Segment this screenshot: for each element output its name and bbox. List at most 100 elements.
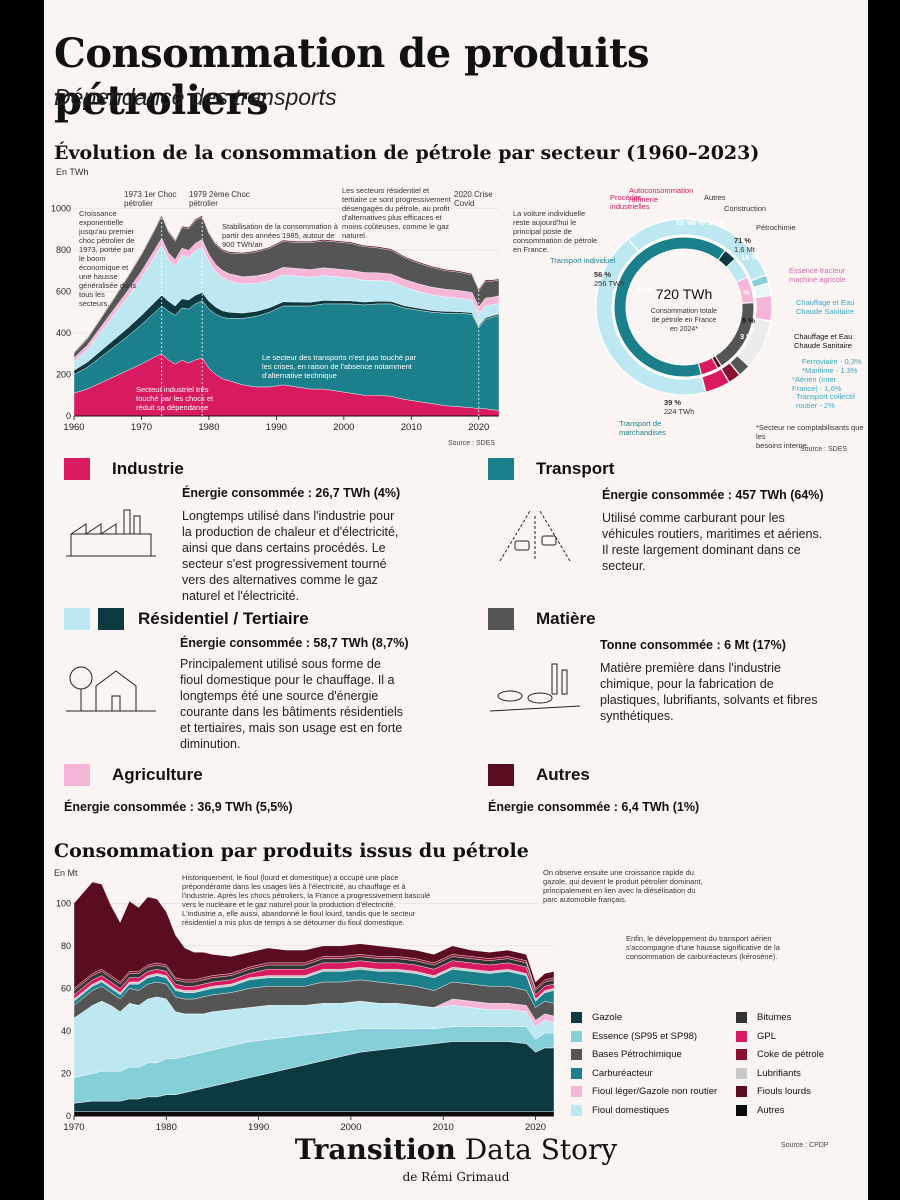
donut-inner-pct: 14 % — [741, 253, 759, 262]
donut-label-pct: 39 % 224 TWh — [664, 398, 695, 416]
donut-inner-pct: 6 % — [737, 288, 750, 297]
sector-header-residentiel: Résidentiel / Tertiaire — [64, 608, 309, 630]
legend-label: Essence (SP95 et SP98) — [592, 1030, 698, 1042]
sector-swatch — [488, 608, 514, 630]
sector-header-matiere: Matière — [488, 608, 596, 630]
legend-label: Carburéacteur — [592, 1067, 653, 1079]
donut-label: Construction — [724, 204, 767, 213]
donut-inner-pct: 3 % — [740, 332, 753, 341]
donut-label: Chauffage et Eau Chaude Sanitaire — [796, 298, 855, 316]
donut-slice-industrie — [697, 357, 719, 376]
legend-item: Fiouls lourds — [736, 1086, 811, 1097]
legend-swatch — [736, 1067, 747, 1079]
chart1-xtick: 1960 — [63, 422, 84, 433]
donut-label: Transport de marchandises — [619, 419, 666, 437]
legend-item: Autres — [736, 1105, 784, 1116]
legend-item: Coke de pétrole — [736, 1049, 824, 1060]
chart3-xtick: 1990 — [248, 1122, 269, 1130]
donut-label: Autres — [704, 193, 726, 202]
sector-swatch — [488, 764, 514, 786]
legend-swatch — [571, 1086, 582, 1098]
sector-swatch — [64, 458, 90, 480]
legend-item: Fioul domestiques — [571, 1105, 669, 1116]
legend-label: Bitumes — [757, 1012, 792, 1024]
donut-label: Transport individuel — [550, 256, 616, 265]
chart1-source: Source : SDES — [448, 440, 496, 447]
donut-center-caption: en 2024* — [670, 326, 698, 333]
annotation-covid: 2020 Crise Covid — [454, 190, 493, 208]
sector-swatch — [98, 608, 124, 630]
chart3-xtick: 2020 — [525, 1122, 546, 1130]
factory-icon — [66, 509, 156, 557]
donut-label: Essence tracteur machine agricole — [789, 266, 846, 284]
chart1-xtick: 2000 — [333, 422, 354, 433]
legend-swatch — [571, 1105, 582, 1116]
page-subtitle: Dépendance des transports — [54, 84, 337, 110]
sector-energy-transport: Énergie consommée : 457 TWh (64%) — [602, 488, 824, 502]
chart1-xtick: 2020 — [468, 422, 489, 433]
chart1-xtick: 1980 — [198, 422, 219, 433]
donut-label: Transport collectif routier - 2% — [796, 392, 855, 410]
annotation-industrie: Secteur industriel très touché par les ch… — [136, 385, 214, 412]
legend-label: Fioul léger/Gazole non routier — [592, 1086, 718, 1098]
donut-label: *Maritime - 1.3% — [802, 366, 858, 375]
sector-name: Résidentiel / Tertiaire — [138, 609, 309, 628]
legend-item: Bitumes — [736, 1012, 791, 1023]
chart3-ytick: 40 — [61, 1026, 71, 1036]
refinery-icon — [490, 663, 580, 712]
legend-swatch — [571, 1067, 582, 1079]
sector-energy-matiere: Tonne consommée : 6 Mt (17%) — [600, 638, 786, 652]
sector-energy-autres: Énergie consommée : 6,4 TWh (1%) — [488, 800, 700, 814]
chart3-ytick: 100 — [56, 898, 71, 908]
donut-label: Ferroviaire - 0,3% — [802, 357, 862, 366]
donut-outer-slice — [701, 367, 731, 393]
chart1-xtick: 2010 — [401, 422, 422, 433]
legend-swatch — [571, 1030, 582, 1042]
sector-energy-industrie: Énergie consommée : 26,7 TWh (4%) — [182, 486, 401, 500]
donut-center-caption: de pétrole en France — [652, 317, 717, 324]
chart1-xtick: 1970 — [131, 422, 152, 433]
sector-name: Matière — [536, 609, 596, 628]
legend-item: Carburéacteur — [571, 1067, 653, 1079]
chart1-ytick: 400 — [56, 328, 71, 338]
legend-label: Lubrifiants — [757, 1067, 801, 1079]
donut-label: Procédés industrielles — [610, 193, 650, 211]
brand-title: Transition Data Story — [294, 1133, 618, 1166]
donut-label: Chauffage et Eau Chaude Sanitaire — [794, 332, 853, 350]
legend-label: Bases Pétrochimique — [592, 1049, 682, 1061]
legend-item: Fioul léger/Gazole non routier — [571, 1086, 717, 1097]
sector-name: Agriculture — [112, 765, 203, 784]
legend-swatch — [736, 1086, 747, 1098]
page-title: Consommation de produits pétroliers — [54, 30, 650, 124]
legend-label: Coke de pétrole — [757, 1049, 825, 1061]
chart3-heading: Consommation par produits issus du pétro… — [54, 840, 529, 862]
sector-swatch — [64, 764, 90, 786]
chart1-ytick: 800 — [56, 245, 71, 255]
chart1-ytick: 1000 — [51, 203, 71, 213]
donut-label-pct: 56 % 256 TWh — [594, 270, 625, 288]
legend-swatch — [736, 1049, 747, 1061]
consumption-donut-chart: 720 TWh Consommation totale de pétrole en … — [595, 218, 773, 396]
donut-inner-pct: 64 % — [637, 286, 655, 295]
sector-swatch — [64, 608, 90, 630]
chart3-ytick: 80 — [61, 941, 71, 951]
legend-swatch — [571, 1049, 582, 1061]
annotation-gazole: On observe ensuite une croissance rapide… — [543, 868, 703, 904]
legend-swatch — [736, 1012, 747, 1023]
legend-swatch — [736, 1105, 747, 1116]
legend-label: Gazole — [592, 1012, 623, 1024]
sector-name: Transport — [536, 459, 615, 478]
chart1-ytick: 0 — [66, 411, 71, 421]
annotation-choc-1973: 1973 1er Choc pétrolier — [124, 190, 177, 208]
legend-item: GPL — [736, 1030, 776, 1042]
sector-header-agriculture: Agriculture — [64, 764, 203, 786]
annotation-aerien: Enfin, le développement du transport aér… — [626, 934, 780, 961]
products-area-chart: 0 20 40 60 80 100 1970 1980 1990 2000 2010 2020 — [56, 881, 555, 1130]
chart1-ytick: 200 — [56, 369, 71, 379]
infographic-page: Consommation de produits pétroliers Dépe… — [44, 0, 868, 1200]
chart3-xtick: 2010 — [433, 1122, 454, 1130]
donut-small-pct: 8 % — [692, 218, 705, 227]
legend-item: Gazole — [571, 1012, 622, 1023]
legend-item: Essence (SP95 et SP98) — [571, 1030, 698, 1042]
sector-description-industrie: Longtemps utilisé dans l'industrie pour l… — [182, 509, 399, 603]
